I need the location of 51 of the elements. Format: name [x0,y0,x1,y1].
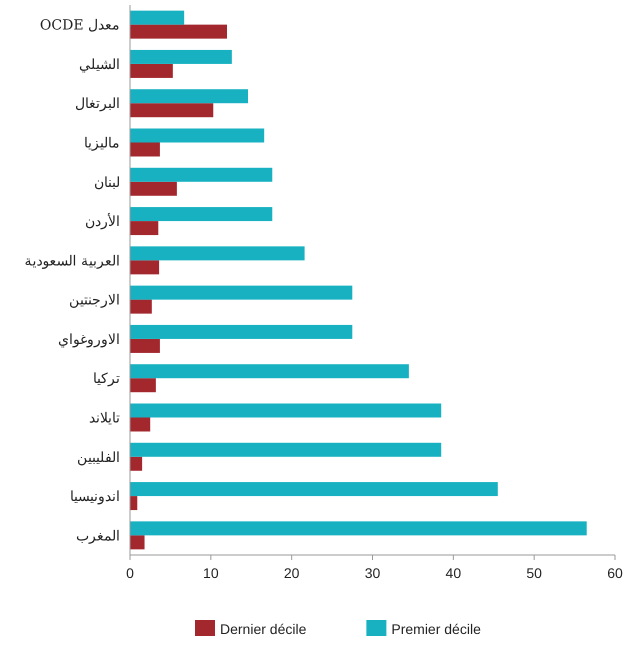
bar [130,207,272,222]
bar [130,521,587,536]
bar [130,168,272,182]
bar [130,89,248,104]
bar [130,24,227,39]
y-tick-label: معدل OCDE [40,18,120,34]
bar [130,324,352,339]
legend-label: Premier décile [391,621,482,637]
y-tick-label: الشيلي [79,56,120,73]
bar [130,182,177,196]
y-tick-label: البرتغال [75,96,120,112]
bar [130,286,352,300]
bar [130,64,173,78]
bar [130,128,264,142]
y-tick-label: الفليبين [77,450,120,466]
bar [130,142,160,156]
bar [130,10,184,25]
y-tick-label: لبنان [94,174,120,191]
bar [130,418,150,432]
bar [130,496,138,510]
y-tick-label: المغرب [76,528,120,544]
y-tick-label: تركيا [93,371,120,388]
x-tick-label: 10 [203,565,219,581]
bar [130,103,214,118]
bar [130,482,498,496]
bar [130,404,442,418]
bar [130,50,232,64]
y-tick-label: تايلاند [89,410,120,426]
bar [130,364,409,378]
bar [130,442,442,457]
bar [130,300,152,314]
y-tick-label: العربية السعودية [24,253,120,270]
bar [130,456,142,471]
x-tick-label: 50 [526,565,542,581]
y-tick-label: ماليزيا [84,136,120,152]
x-tick-label: 60 [607,565,623,581]
x-tick-label: 0 [126,565,134,581]
y-tick-label: اندونيسيا [70,489,120,506]
x-tick-label: 40 [446,565,462,581]
y-tick-label: الارجنتين [69,292,120,309]
x-tick-label: 20 [284,565,300,581]
y-tick-label: الاوروغواي [58,332,120,348]
bar [130,221,158,236]
bar [130,535,145,550]
bar [130,378,156,392]
bar [130,246,305,260]
bar [130,260,160,274]
bar [130,338,160,353]
x-tick-label: 30 [364,565,380,581]
legend-label: Dernier décile [220,621,307,637]
y-tick-label: الأردن [85,212,120,230]
